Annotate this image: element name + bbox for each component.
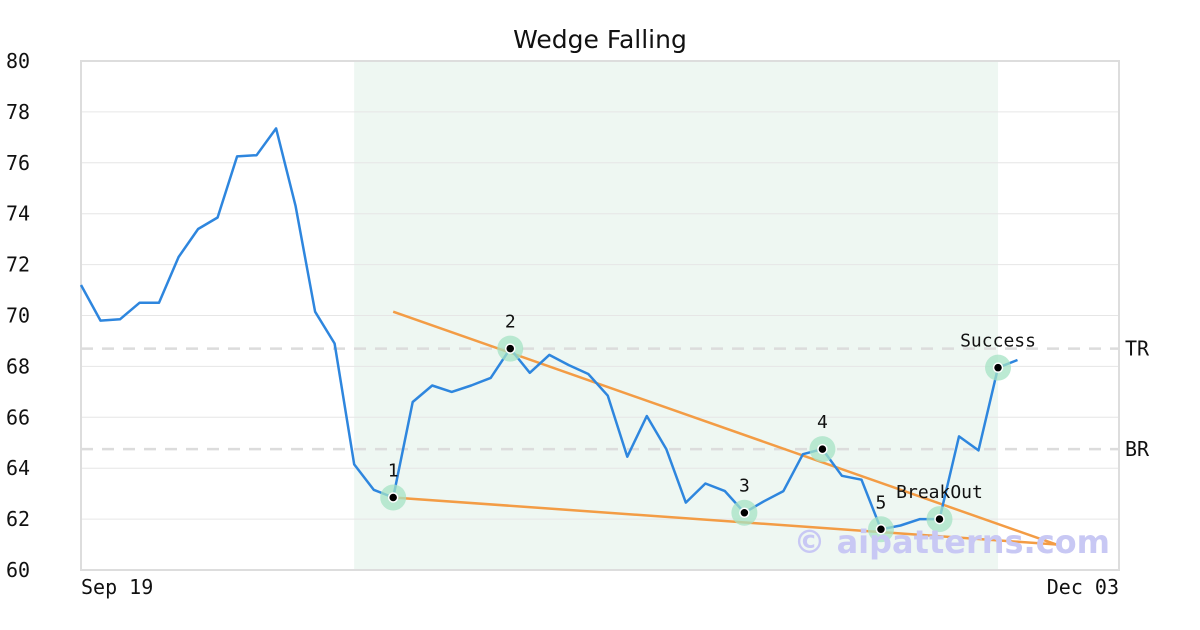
point-marker-2 — [504, 343, 516, 354]
level-label-tr: TR — [1125, 337, 1150, 361]
grid: 60 62 64 66 68 70 72 74 76 78 80 — [6, 49, 1120, 582]
level-label-br: BR — [1125, 437, 1150, 461]
point-marker-5 — [875, 524, 887, 535]
y-tick-label: 66 — [6, 405, 30, 429]
x-tick-label-start: Sep 19 — [81, 575, 153, 599]
trend-line-lower — [393, 496, 1057, 546]
point-label-5: 5 — [876, 492, 887, 513]
point-label-4: 4 — [817, 412, 828, 433]
labels: 1 2 3 4 5 BreakOut Success — [388, 312, 1036, 514]
point-marker-1 — [387, 492, 399, 503]
price-series — [79, 127, 1018, 531]
y-tick-label: 74 — [6, 202, 30, 226]
point-marker-success — [992, 362, 1004, 373]
point-label-2: 2 — [505, 312, 516, 333]
point-marker-breakout — [934, 513, 945, 525]
y-tick-label: 62 — [6, 507, 30, 531]
y-tick-label: 76 — [6, 151, 30, 175]
y-tick-label: 80 — [6, 49, 30, 73]
point-marker-4 — [817, 443, 828, 455]
pattern-points — [380, 335, 1012, 543]
y-tick-label: 70 — [6, 304, 30, 328]
point-label-breakout: BreakOut — [896, 482, 983, 503]
point-label-success: Success — [960, 331, 1036, 352]
point-label-3: 3 — [739, 476, 750, 497]
y-tick-label: 78 — [6, 100, 30, 124]
y-tick-label: 60 — [6, 558, 30, 582]
horizontal-levels: TR BR — [81, 337, 1150, 461]
y-tick-label: 64 — [6, 456, 30, 480]
series-line — [79, 127, 1018, 531]
y-tick-label: 72 — [6, 253, 30, 277]
chart-title: Wedge Falling — [513, 25, 687, 54]
point-marker-3 — [739, 507, 750, 518]
y-tick-label: 68 — [6, 354, 30, 378]
plot-frame — [80, 60, 1120, 571]
watermark: © aipatterns.com — [793, 523, 1110, 561]
x-tick-label-end: Dec 03 — [1047, 575, 1119, 599]
point-label-1: 1 — [388, 460, 399, 481]
